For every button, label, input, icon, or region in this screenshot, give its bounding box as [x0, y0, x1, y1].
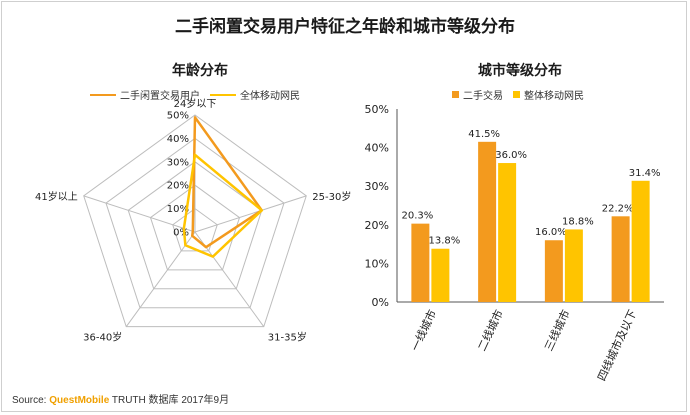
- radar-legend: 二手闲置交易用户 全体移动网民: [90, 87, 310, 102]
- source-note: Source: QuestMobile TRUTH 数据库 2017年9月: [12, 391, 229, 406]
- bar-data-label: 22.2%: [602, 203, 634, 214]
- radar-spoke: [125, 231, 196, 327]
- radar-chart-title: 年龄分布: [172, 63, 228, 79]
- bar-legend-label-2: 整体移动网民: [524, 91, 584, 102]
- radar-legend-label-2: 全体移动网民: [240, 91, 300, 102]
- radar-series-1: [190, 116, 264, 249]
- radar-grid-ring: [83, 114, 307, 328]
- bar-data-label: 20.3%: [401, 211, 433, 222]
- bar-legend-label-1: 二手交易: [463, 91, 503, 102]
- radar-category-label: 25-30岁: [312, 190, 351, 203]
- radar-grid-ring: [105, 137, 285, 309]
- radar-category-label: 24岁以下: [174, 97, 217, 110]
- bar-data-label: 18.8%: [562, 216, 594, 227]
- radar-category-label: 31-35岁: [268, 331, 307, 344]
- radar-tick-label: 0%: [173, 228, 189, 239]
- bar-category-label: 三线城市: [541, 307, 572, 353]
- source-brand: QuestMobile: [49, 395, 110, 406]
- radar-legend-item-2: 全体移动网民: [210, 87, 300, 102]
- bar-y-tick-label: 50%: [365, 103, 389, 116]
- radar-legend-label-1: 二手闲置交易用户: [120, 91, 200, 102]
- bar-category-label: 二线城市: [475, 307, 506, 353]
- source-prefix: Source:: [12, 395, 47, 406]
- radar-series-2: [182, 153, 264, 258]
- radar-category-label: 41岁以上: [35, 190, 78, 203]
- bar-1: [411, 223, 430, 302]
- radar-tick-label: 30%: [167, 157, 189, 168]
- bar-y-tick-label: 30%: [365, 180, 389, 193]
- bar-data-label: 13.8%: [428, 236, 460, 247]
- bar-legend-item-2: 整体移动网民: [513, 87, 584, 102]
- legend-square-swatch: [513, 91, 520, 98]
- bar-2: [498, 163, 517, 302]
- bar-data-label: 41.5%: [468, 129, 500, 140]
- radar-grid-ring: [149, 184, 241, 271]
- main-title: 二手闲置交易用户特征之年龄和城市等级分布: [175, 17, 515, 37]
- bar-data-label: 36.0%: [495, 150, 527, 161]
- radar-tick-label: 10%: [167, 204, 189, 215]
- bar-category-label: 四线城市及以下: [594, 307, 639, 383]
- bar-data-label: 16.0%: [535, 227, 567, 238]
- radar-tick-label: 50%: [167, 111, 189, 122]
- bar-2: [564, 229, 583, 302]
- bar-chart-title: 城市等级分布: [478, 63, 562, 79]
- radar-spoke: [194, 195, 307, 233]
- bar-y-tick-label: 40%: [365, 142, 389, 155]
- bar-2: [631, 180, 650, 302]
- bar-category-label: 一线城市: [408, 307, 439, 353]
- radar-tick-label: 40%: [167, 134, 189, 145]
- bar-data-label: 31.4%: [629, 168, 661, 179]
- radar-legend-item-1: 二手闲置交易用户: [90, 87, 200, 102]
- bar-y-tick-label: 0%: [372, 296, 389, 309]
- source-suffix: TRUTH 数据库 2017年9月: [111, 395, 230, 406]
- legend-line-swatch: [90, 93, 116, 96]
- legend-line-swatch: [210, 93, 236, 96]
- bar-1: [478, 141, 497, 302]
- bar-2: [431, 248, 450, 302]
- radar-tick-label: 20%: [167, 181, 189, 192]
- bar-y-tick-label: 10%: [365, 257, 389, 270]
- bar-1: [611, 216, 630, 302]
- radar-spoke: [83, 195, 196, 233]
- bar-legend: 二手交易 整体移动网民: [452, 87, 594, 102]
- bar-y-tick-label: 20%: [365, 219, 389, 232]
- bar-1: [544, 240, 563, 302]
- legend-square-swatch: [452, 91, 459, 98]
- radar-grid-ring: [172, 207, 218, 252]
- radar-category-label: 36-40岁: [83, 331, 122, 344]
- bar-legend-item-1: 二手交易: [452, 87, 503, 102]
